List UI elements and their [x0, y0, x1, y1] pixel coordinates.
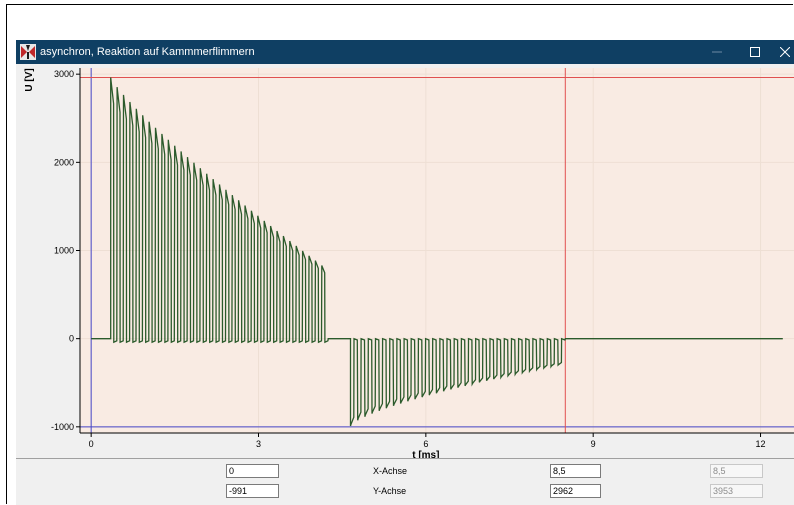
maximize-button[interactable] — [736, 40, 774, 64]
x-tick-label: 12 — [756, 439, 766, 449]
y-axis-label: U [V] — [24, 68, 35, 91]
y-tick-label: 2000 — [54, 157, 74, 167]
x-tick-label: 0 — [89, 439, 94, 449]
axis-ticks: 0 3 6 9 12 -1000 0 1000 2000 3000 — [51, 69, 766, 449]
axis-settings-panel: X-Achse Y-Achse — [16, 458, 794, 505]
minimize-icon — [712, 51, 722, 53]
title-bar[interactable]: asynchron, Reaktion auf Kammmerflimmern — [16, 40, 794, 64]
close-button[interactable] — [766, 40, 794, 64]
x-min-input[interactable] — [226, 464, 279, 478]
x-tick-label: 9 — [591, 439, 596, 449]
window-title: asynchron, Reaktion auf Kammmerflimmern — [40, 46, 255, 58]
x-readonly-field — [710, 464, 763, 478]
y-cursor-input[interactable] — [550, 484, 601, 498]
outer-frame — [6, 4, 793, 504]
close-icon — [780, 47, 790, 57]
series-line-voltage — [91, 77, 783, 427]
cursors — [80, 68, 794, 433]
y-readonly-field — [710, 484, 763, 498]
app-logo-icon — [20, 44, 36, 60]
x-tick-label: 3 — [256, 439, 261, 449]
y-min-input[interactable] — [226, 484, 279, 498]
y-tick-label: 0 — [69, 334, 74, 344]
chart-area[interactable]: 0 3 6 9 12 -1000 0 1000 2000 3000 t [ms] U [V] — [16, 64, 794, 458]
minimize-button[interactable] — [698, 40, 736, 64]
y-tick-label: -1000 — [51, 422, 74, 432]
y-tick-label: 3000 — [54, 69, 74, 79]
x-tick-label: 6 — [423, 439, 428, 449]
y-axis-caption: Y-Achse — [373, 486, 407, 496]
app-window: asynchron, Reaktion auf Kammmerflimmern … — [16, 40, 794, 505]
y-tick-label: 1000 — [54, 246, 74, 256]
x-axis-caption: X-Achse — [373, 466, 408, 476]
maximize-icon — [750, 47, 760, 57]
voltage-chart[interactable]: 0 3 6 9 12 -1000 0 1000 2000 3000 t [ms] U [V] — [16, 64, 794, 458]
x-axis-label: t [ms] — [412, 450, 439, 458]
x-cursor-input[interactable] — [550, 464, 601, 478]
